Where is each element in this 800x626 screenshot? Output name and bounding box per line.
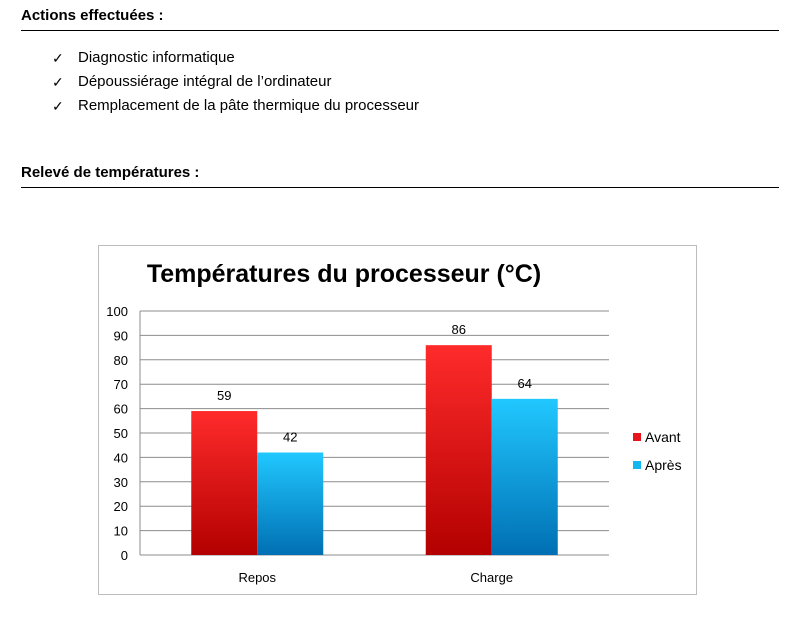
legend-item-apres: Après — [633, 451, 682, 479]
check-icon: ✓ — [52, 50, 64, 66]
y-tick-label: 40 — [114, 450, 128, 465]
x-tick-label: Charge — [470, 570, 513, 585]
y-tick-label: 0 — [121, 548, 128, 563]
action-item: ✓ Diagnostic informatique — [52, 46, 419, 70]
action-item-label: Dépoussiérage intégral de l’ordinateur — [78, 73, 332, 90]
y-tick-label: 10 — [114, 524, 128, 539]
bar-aprs-charge — [491, 398, 558, 555]
legend-swatch-avant — [633, 433, 641, 441]
y-tick-label: 90 — [114, 328, 128, 343]
y-tick-label: 30 — [114, 475, 128, 490]
legend-label: Avant — [645, 429, 681, 445]
actions-list: ✓ Diagnostic informatique ✓ Dépoussiérag… — [52, 46, 419, 118]
y-tick-label: 60 — [114, 402, 128, 417]
temperature-chart: Températures du processeur (°C) 0 10 20 30 4… — [98, 245, 697, 595]
chart-title: Températures du processeur (°C) — [146, 260, 542, 288]
bar-avant-repos — [191, 411, 258, 555]
action-item-label: Remplacement de la pâte thermique du pro… — [78, 97, 420, 114]
y-tick-label: 70 — [114, 377, 128, 392]
actions-heading: Actions effectuées : — [21, 7, 779, 31]
data-label: 42 — [283, 430, 297, 445]
temperatures-heading: Relevé de températures : — [21, 164, 779, 188]
chart-legend: Avant Après — [633, 423, 682, 479]
y-tick-label: 80 — [114, 353, 128, 368]
legend-swatch-apres — [633, 461, 641, 469]
bar-avant-charge — [425, 345, 492, 555]
y-tick-label: 50 — [114, 426, 128, 441]
chart-plot: 0 10 20 30 40 50 60 70 80 90 100 59 42 Repos 86 64 Charg… — [106, 304, 609, 585]
legend-item-avant: Avant — [633, 423, 682, 451]
data-label: 86 — [452, 322, 466, 337]
data-label: 59 — [217, 388, 231, 403]
check-icon: ✓ — [52, 98, 64, 114]
data-label: 64 — [518, 376, 532, 391]
x-tick-label: Repos — [238, 570, 276, 585]
y-tick-label: 100 — [106, 304, 128, 319]
action-item-label: Diagnostic informatique — [78, 49, 235, 66]
bar-aprs-repos — [257, 452, 324, 555]
check-icon: ✓ — [52, 74, 64, 90]
action-item: ✓ Dépoussiérage intégral de l’ordinateur — [52, 70, 419, 94]
action-item: ✓ Remplacement de la pâte thermique du p… — [52, 94, 419, 118]
y-tick-label: 20 — [114, 499, 128, 514]
legend-label: Après — [645, 457, 682, 473]
